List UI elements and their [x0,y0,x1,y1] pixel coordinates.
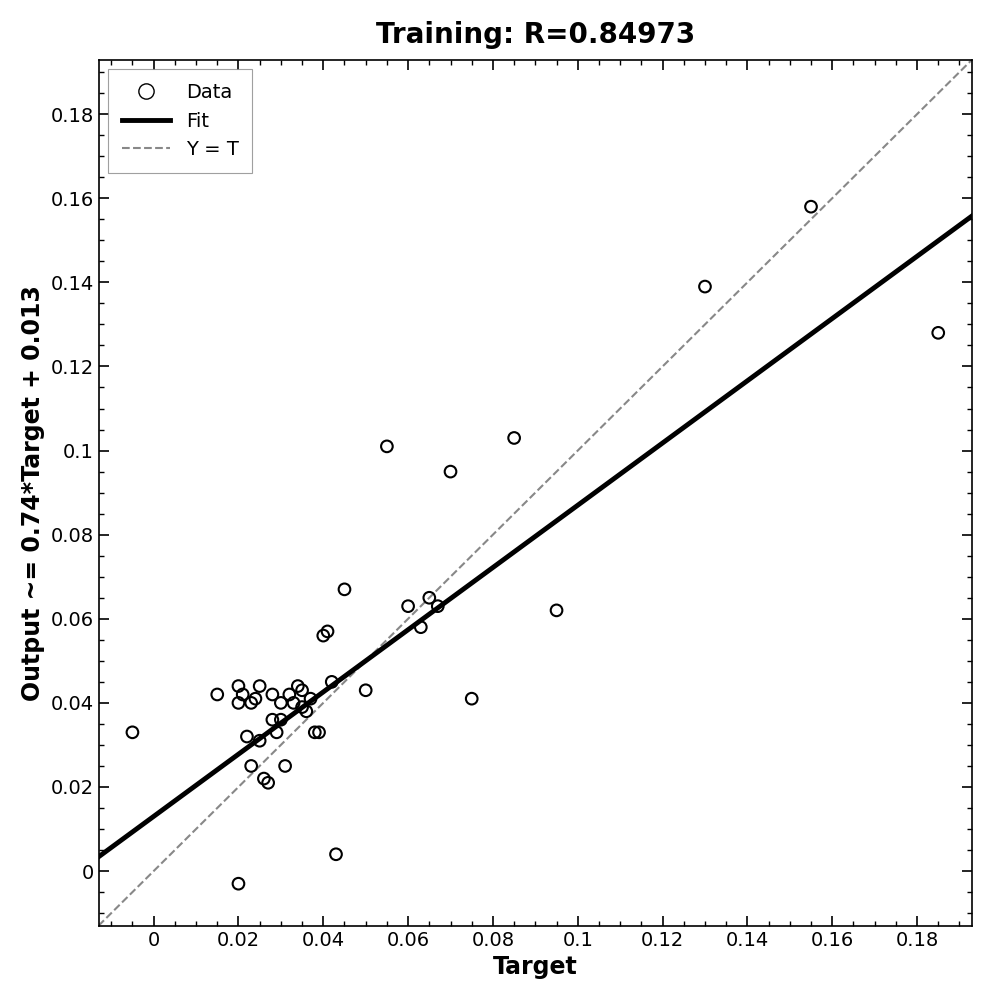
Title: Training: R=0.84973: Training: R=0.84973 [375,21,695,49]
Point [281,686,297,702]
Point [294,682,310,698]
Point [286,695,302,711]
Point [294,699,310,715]
Point [290,678,306,694]
Point [247,691,263,707]
Point [243,758,259,774]
Point [506,430,522,446]
Point [210,686,225,702]
Point [260,775,276,791]
Point [230,695,246,711]
Point [264,686,280,702]
Point [379,438,395,454]
Y-axis label: Output ~= 0.74*Target + 0.013: Output ~= 0.74*Target + 0.013 [21,285,45,701]
Point [251,678,267,694]
Point [277,758,293,774]
Point [230,678,246,694]
Legend: Data, Fit, Y = T: Data, Fit, Y = T [108,69,252,173]
Point [328,846,344,862]
Point [443,464,459,480]
Point [337,581,353,597]
X-axis label: Target: Target [493,955,578,979]
Point [320,623,336,639]
Point [243,695,259,711]
Point [239,729,255,745]
Point [298,703,314,719]
Point [273,695,289,711]
Point [251,733,267,749]
Point [307,724,323,740]
Point [256,771,272,787]
Point [324,674,340,690]
Point [234,686,250,702]
Point [269,724,285,740]
Point [400,598,416,614]
Point [273,712,289,728]
Point [124,724,140,740]
Point [697,279,713,295]
Point [930,325,946,341]
Point [548,602,564,618]
Point [316,628,332,644]
Point [311,724,327,740]
Point [357,682,373,698]
Point [464,691,480,707]
Point [303,691,319,707]
Point [264,712,280,728]
Point [230,876,246,892]
Point [421,590,437,606]
Point [430,598,446,614]
Point [413,619,429,635]
Point [803,199,819,215]
